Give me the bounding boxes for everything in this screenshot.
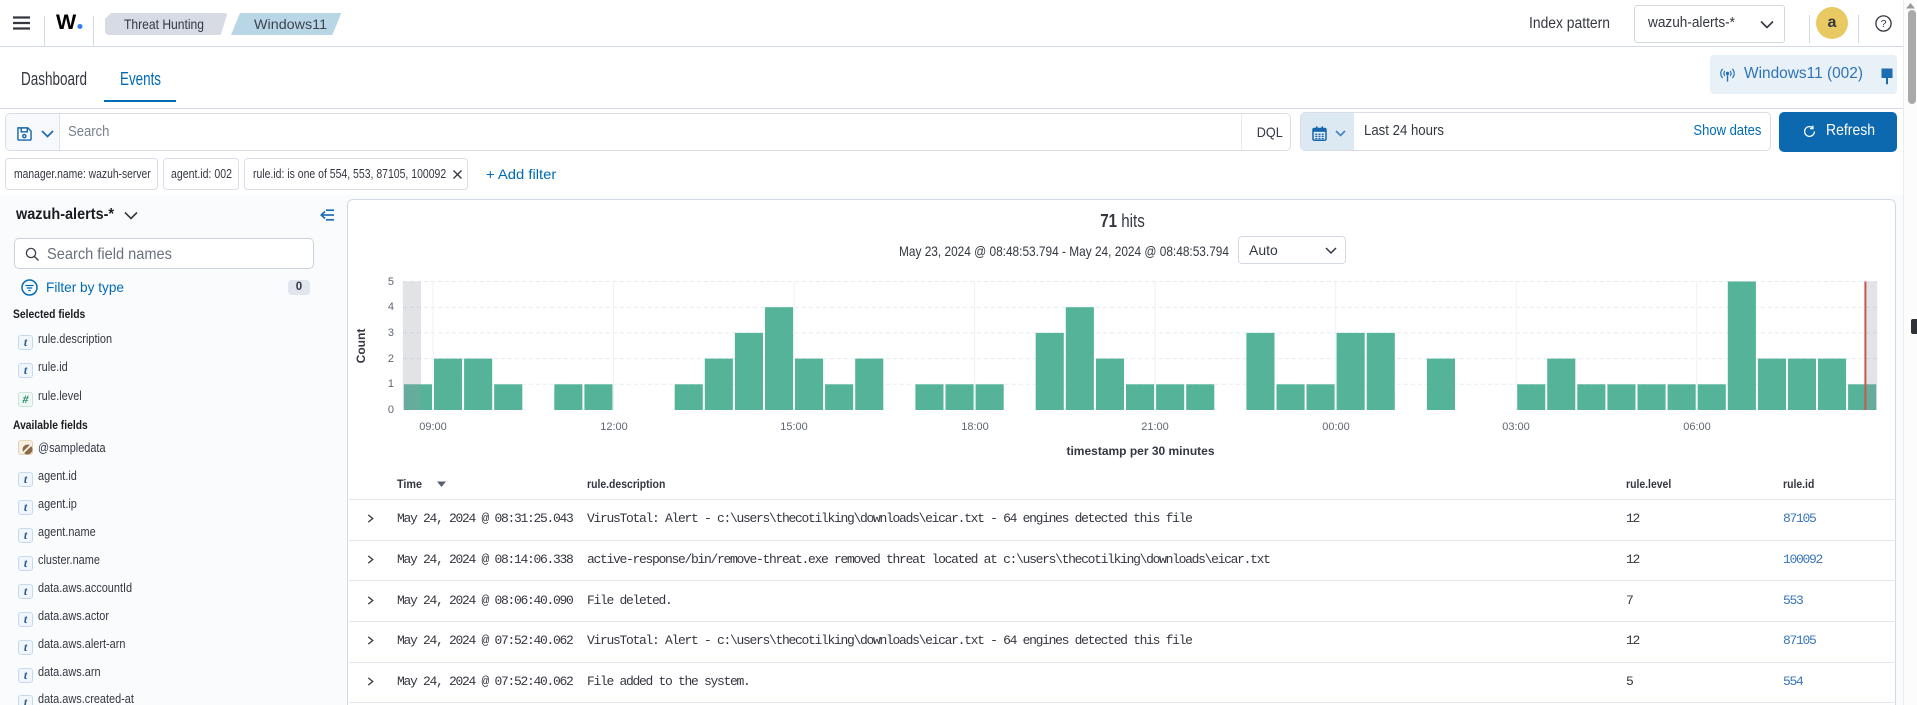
svg-text:?: ? — [1881, 18, 1887, 30]
